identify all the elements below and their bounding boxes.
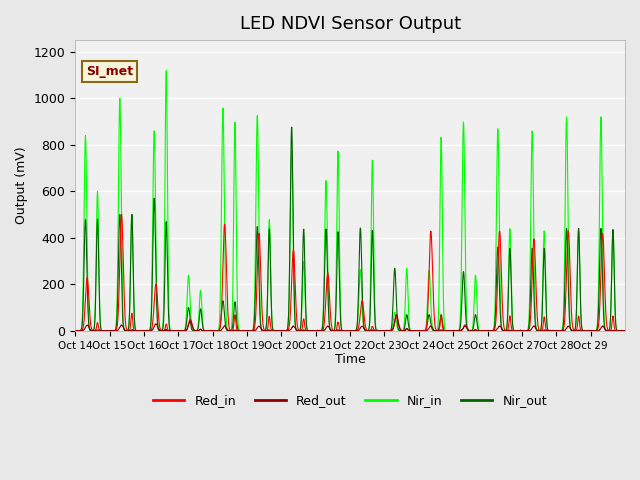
X-axis label: Time: Time (335, 353, 365, 366)
Red_in (321, 319, 328, 324)
Nir_in (71, 328, 79, 334)
Nir_in (621, 328, 629, 334)
Nir_in (170, 328, 178, 334)
Red_in (621, 328, 629, 334)
Nir_in (320, 270, 328, 276)
Nir_out (170, 328, 177, 334)
Nir_out (586, 328, 594, 334)
Red_in (118, 211, 125, 217)
Line: Red_in: Red_in (75, 214, 625, 331)
Nir_out (451, 328, 458, 334)
Red_in (170, 328, 178, 334)
Red_out (353, 328, 360, 334)
Red_out (451, 328, 458, 334)
Red_out (392, 312, 400, 318)
Nir_out (71, 328, 79, 334)
Title: LED NDVI Sensor Output: LED NDVI Sensor Output (239, 15, 461, 33)
Line: Red_out: Red_out (75, 315, 625, 331)
Nir_in (586, 328, 594, 334)
Red_in (82, 288, 90, 294)
Red_out (621, 328, 629, 334)
Red_out (320, 327, 328, 333)
Red_in (451, 328, 459, 334)
Line: Nir_out: Nir_out (75, 127, 625, 331)
Nir_out (320, 289, 328, 295)
Nir_in (353, 326, 360, 332)
Text: SI_met: SI_met (86, 65, 133, 78)
Red_out (71, 328, 79, 334)
Red_in (72, 328, 79, 334)
Nir_out (353, 324, 360, 330)
Red_in (353, 328, 361, 334)
Red_out (82, 324, 90, 330)
Legend: Red_in, Red_out, Nir_in, Nir_out: Red_in, Red_out, Nir_in, Nir_out (148, 389, 552, 412)
Red_out (170, 328, 177, 334)
Nir_out (621, 328, 629, 334)
Nir_out (82, 216, 90, 222)
Red_in (586, 328, 594, 334)
Nir_in (163, 68, 170, 73)
Nir_in (451, 328, 458, 334)
Red_out (586, 328, 594, 334)
Red_in (71, 328, 79, 334)
Y-axis label: Output (mV): Output (mV) (15, 147, 28, 224)
Nir_in (82, 132, 90, 138)
Nir_out (288, 124, 296, 130)
Line: Nir_in: Nir_in (75, 71, 625, 331)
